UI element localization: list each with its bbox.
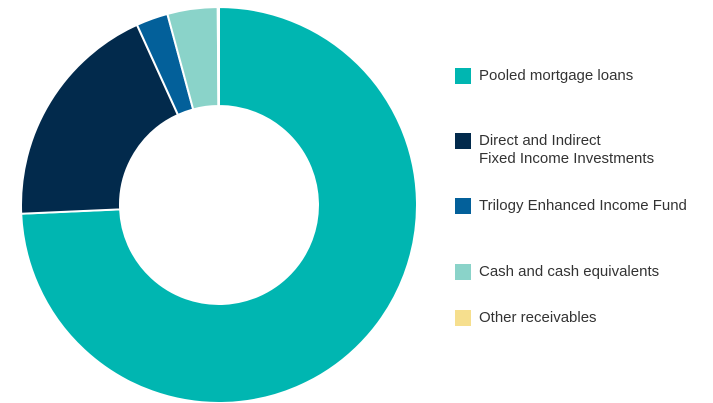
legend-item: Trilogy Enhanced Income Fund [455, 197, 687, 215]
legend-label: Trilogy Enhanced Income Fund [479, 197, 687, 214]
legend-label: Direct and Indirect Fixed Income Investm… [479, 132, 655, 167]
legend-label: Other receivables [479, 309, 597, 326]
legend-swatch [455, 133, 471, 149]
legend-swatch [455, 198, 471, 214]
legend-label: Cash and cash equivalents [479, 263, 660, 280]
legend-item: Direct and Indirect Fixed Income Investm… [455, 132, 654, 168]
donut-slice [216, 5, 220, 108]
legend-swatch [455, 264, 471, 280]
chart [20, 5, 418, 403]
legend-item: Cash and cash equivalents [455, 263, 659, 281]
donut-slice [20, 5, 418, 403]
legend-label: Pooled mortgage loans [479, 67, 634, 84]
legend-item: Other receivables [455, 309, 597, 327]
legend-swatch [455, 310, 471, 326]
legend-item: Pooled mortgage loans [455, 67, 633, 85]
donut-slice [20, 23, 180, 215]
legend-swatch [455, 68, 471, 84]
